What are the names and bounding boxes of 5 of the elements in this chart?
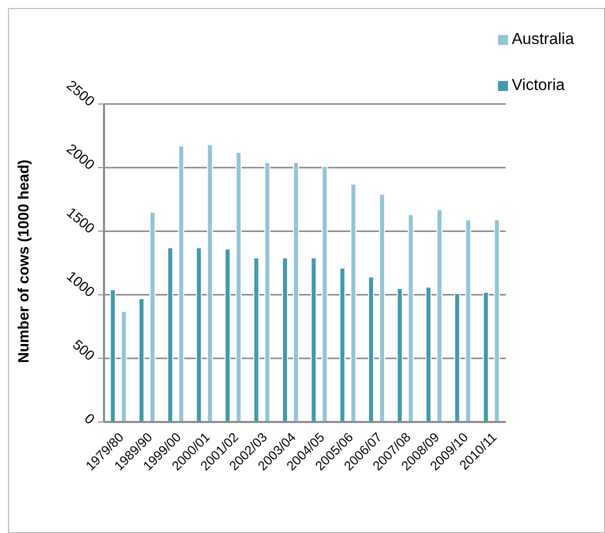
y-axis-title: Number of cows (1000 head) — [15, 160, 32, 363]
y-tick-label: 500 — [70, 336, 98, 364]
legend-label: Australia — [512, 31, 574, 48]
legend-label: Victoria — [512, 77, 565, 94]
y-tick-label: 0 — [82, 410, 98, 428]
